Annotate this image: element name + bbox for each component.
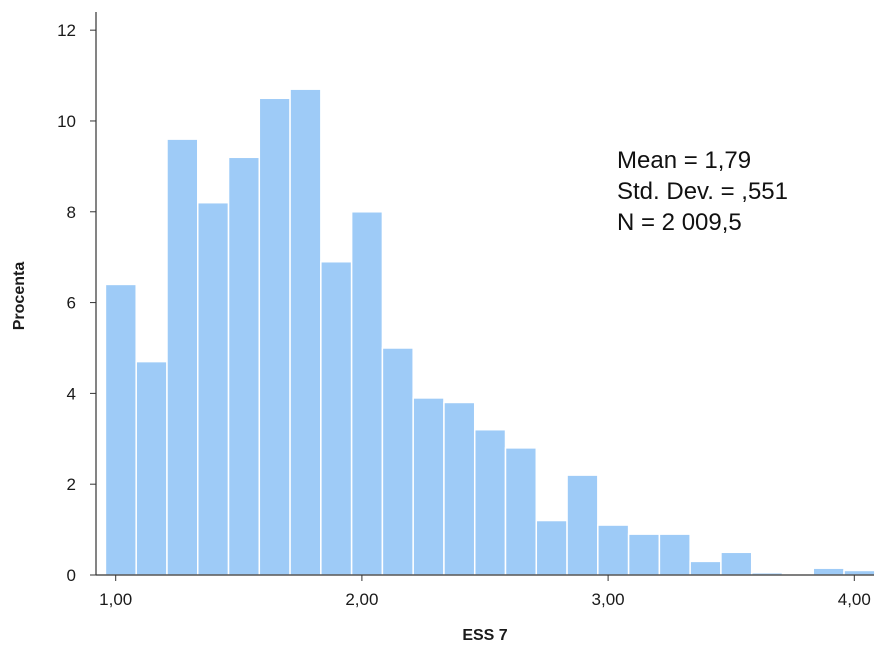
histogram-bar xyxy=(350,211,384,576)
x-tick-label: 4,00 xyxy=(838,590,871,609)
histogram-bar xyxy=(843,569,876,576)
x-axis-title: ESS 7 xyxy=(462,627,507,644)
histogram-bar xyxy=(566,474,599,576)
y-ticks: 0 2 4 6 8 10 12 xyxy=(57,21,96,585)
histogram-bars xyxy=(104,88,876,576)
histogram-bar xyxy=(535,519,568,576)
y-axis-title: Procenta xyxy=(11,262,28,331)
y-tick-label: 8 xyxy=(67,203,76,222)
axes xyxy=(95,12,874,576)
x-ticks: 1,00 2,00 3,00 4,00 xyxy=(99,575,871,609)
histogram-bar xyxy=(504,447,538,576)
histogram-bar xyxy=(104,283,137,576)
histogram-bar xyxy=(227,156,261,576)
y-tick-label: 0 xyxy=(67,566,76,585)
histogram-bar xyxy=(658,533,691,576)
histogram-bar xyxy=(412,397,445,576)
histogram-bar xyxy=(473,428,507,576)
stats-n: N = 2 009,5 xyxy=(617,209,742,236)
stats-box: Mean = 1,79 Std. Dev. = ,551 N = 2 009,5 xyxy=(617,147,788,236)
x-tick-label: 3,00 xyxy=(592,590,625,609)
histogram-bar xyxy=(443,401,476,576)
y-tick-label: 12 xyxy=(57,21,76,40)
histogram-bar xyxy=(381,347,414,576)
histogram-bar xyxy=(689,560,722,576)
histogram-bar xyxy=(197,201,230,576)
y-tick-label: 6 xyxy=(67,294,76,313)
histogram-bar xyxy=(289,88,322,576)
histogram-bar xyxy=(135,360,168,576)
histogram-bar xyxy=(166,138,199,576)
y-tick-label: 4 xyxy=(67,384,76,403)
histogram-bar xyxy=(627,533,661,576)
histogram-bar xyxy=(720,551,753,576)
y-tick-label: 10 xyxy=(57,112,76,131)
stats-std-dev: Std. Dev. = ,551 xyxy=(617,178,788,205)
histogram-bar xyxy=(320,260,353,576)
histogram-bar xyxy=(812,567,845,576)
x-tick-label: 2,00 xyxy=(345,590,378,609)
histogram-bar xyxy=(597,524,630,576)
x-tick-label: 1,00 xyxy=(99,590,132,609)
histogram-bar xyxy=(258,97,291,576)
y-tick-label: 2 xyxy=(67,475,76,494)
stats-mean: Mean = 1,79 xyxy=(617,147,751,174)
